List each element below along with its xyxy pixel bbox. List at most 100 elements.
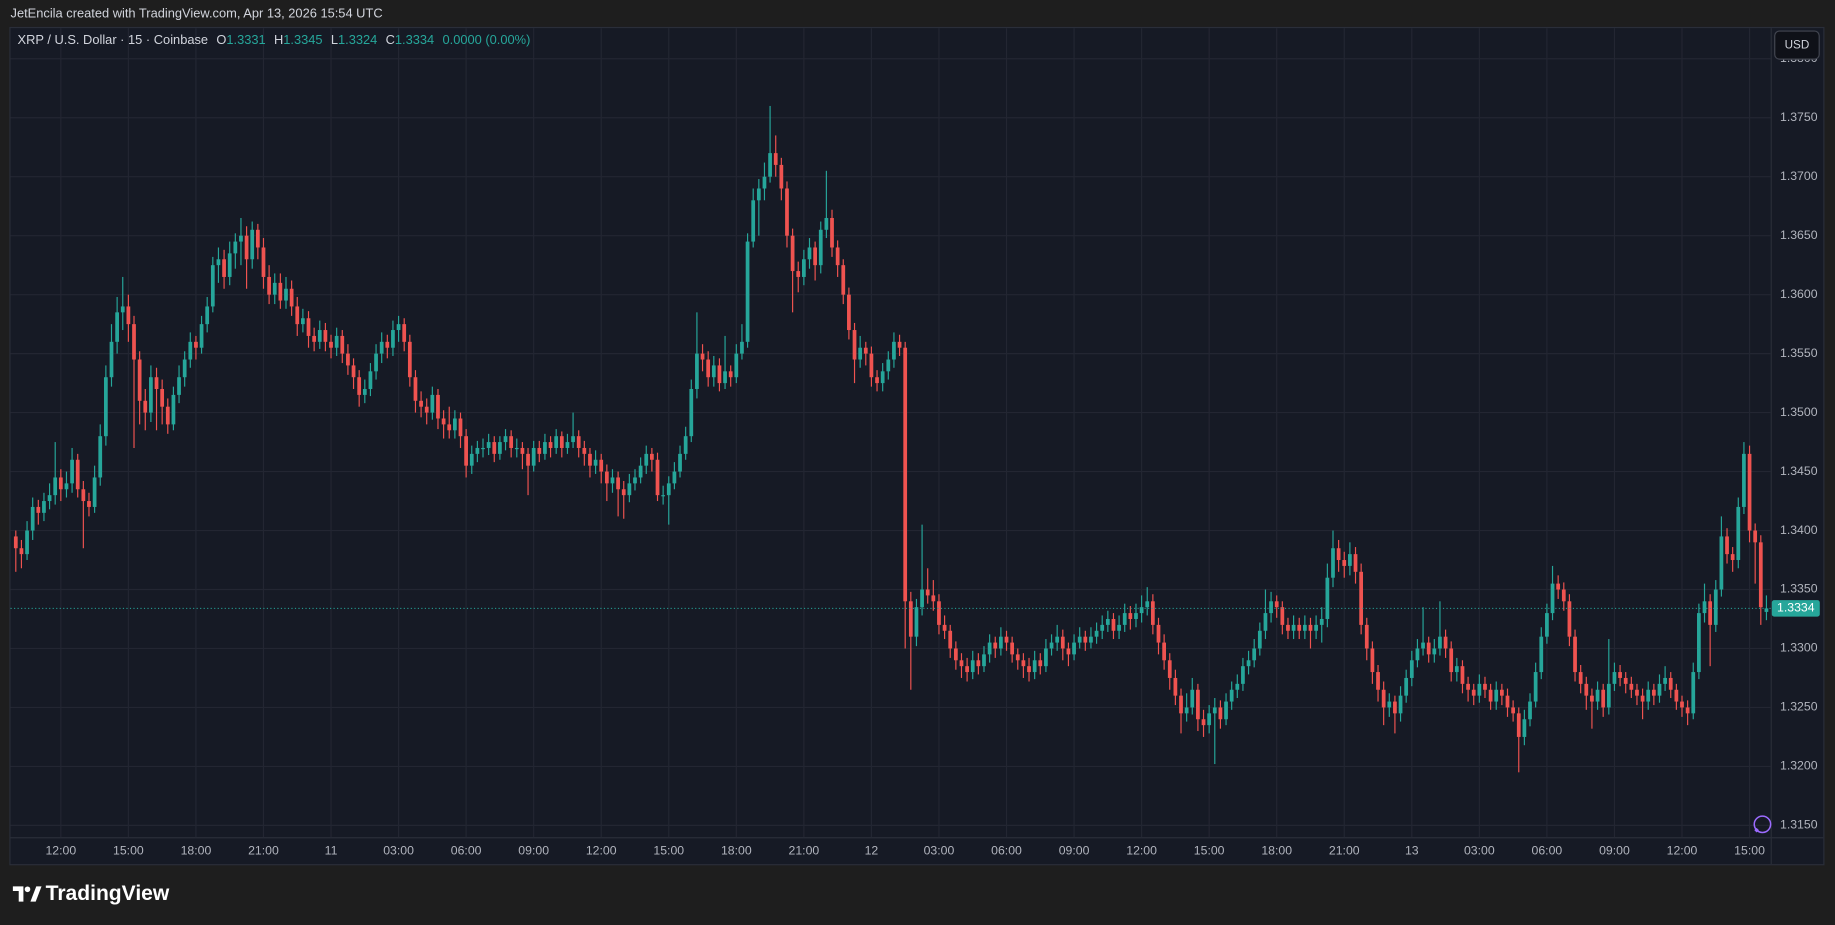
candle-body bbox=[1438, 636, 1442, 649]
candle-body bbox=[503, 436, 508, 443]
candle-body bbox=[863, 347, 868, 354]
candle-body bbox=[1049, 642, 1054, 649]
candle-body bbox=[1145, 601, 1150, 608]
candle-body bbox=[554, 436, 559, 448]
candle-body bbox=[1297, 624, 1302, 631]
candle-body bbox=[1764, 608, 1769, 612]
candle-body bbox=[239, 235, 243, 242]
candle-body bbox=[756, 188, 761, 201]
candle-body bbox=[1415, 648, 1420, 661]
candle-body bbox=[289, 288, 294, 307]
candle-body bbox=[683, 436, 688, 454]
x-tick-label: 15:00 bbox=[1734, 843, 1765, 857]
candle-body bbox=[604, 471, 609, 484]
candle-body bbox=[1207, 713, 1212, 726]
candle-body bbox=[1471, 689, 1476, 696]
candle-body bbox=[1150, 601, 1155, 625]
candle-body bbox=[1201, 719, 1206, 726]
x-tick-label: 12 bbox=[865, 843, 879, 857]
candle-body bbox=[1719, 536, 1724, 590]
y-tick-label: 1.3250 bbox=[1780, 700, 1818, 714]
candle-body bbox=[1060, 636, 1065, 649]
candle-body bbox=[999, 636, 1003, 649]
x-tick-label: 12:00 bbox=[45, 843, 76, 857]
candle-body bbox=[1319, 618, 1324, 625]
candle-body bbox=[1072, 642, 1076, 655]
candle-body bbox=[1325, 577, 1330, 619]
candle-body bbox=[1680, 701, 1684, 708]
x-tick-label: 03:00 bbox=[1464, 843, 1495, 857]
candle-body bbox=[1499, 689, 1504, 696]
candle-body bbox=[109, 341, 114, 378]
candle-body bbox=[1134, 613, 1138, 619]
candle-body bbox=[396, 324, 401, 331]
x-tick-label: 03:00 bbox=[383, 843, 414, 857]
candle-body bbox=[1663, 677, 1667, 684]
candle-body bbox=[1736, 506, 1741, 561]
candle-body bbox=[1077, 636, 1082, 643]
candle-body bbox=[1308, 624, 1313, 631]
assistant-icon-spark[interactable] bbox=[1754, 827, 1759, 833]
candle-body bbox=[1432, 648, 1437, 655]
candle-body bbox=[1646, 689, 1651, 702]
currency-button[interactable]: USD bbox=[1774, 30, 1820, 60]
assistant-icon[interactable] bbox=[1753, 815, 1772, 834]
candle-body bbox=[1713, 589, 1718, 625]
candle-body bbox=[1730, 554, 1735, 561]
chart-pane bbox=[9, 26, 1825, 866]
x-tick-label: 18:00 bbox=[181, 843, 212, 857]
footer-logo: TradingView bbox=[12, 882, 170, 905]
legend-o-label: O bbox=[216, 32, 226, 47]
grid bbox=[10, 28, 1771, 838]
candle-body bbox=[661, 495, 666, 497]
currency-button-box[interactable] bbox=[1774, 30, 1820, 60]
candle-body bbox=[492, 442, 497, 454]
candle-body bbox=[143, 400, 148, 413]
x-tick-label: 21:00 bbox=[1329, 843, 1360, 857]
candle-body bbox=[58, 477, 63, 490]
candle-body bbox=[75, 459, 80, 490]
candle-body bbox=[284, 288, 288, 301]
candle-body bbox=[1556, 583, 1561, 590]
y-tick-label: 1.3600 bbox=[1780, 287, 1818, 301]
candle-body bbox=[1443, 636, 1448, 649]
y-tick-label: 1.3300 bbox=[1780, 641, 1818, 655]
candle-body bbox=[1573, 636, 1577, 673]
candle-body bbox=[13, 536, 18, 549]
candle-body bbox=[1162, 642, 1166, 661]
y-tick-label: 1.3200 bbox=[1780, 759, 1818, 773]
candle-body bbox=[171, 394, 176, 425]
candle-body bbox=[458, 418, 463, 437]
candle-body bbox=[801, 259, 806, 277]
candle-body bbox=[53, 477, 58, 496]
candle-body bbox=[1302, 624, 1307, 631]
candle-body bbox=[880, 371, 885, 384]
candle-body bbox=[886, 359, 891, 372]
candle-body bbox=[1725, 536, 1729, 555]
candle-body bbox=[1032, 660, 1037, 673]
candle-body bbox=[199, 324, 204, 348]
candle-body bbox=[47, 495, 52, 502]
candle-body bbox=[1010, 642, 1015, 655]
candle-body bbox=[317, 330, 322, 342]
candle-body bbox=[1044, 648, 1048, 667]
currency-button-label[interactable]: USD bbox=[1785, 39, 1810, 52]
candle-body bbox=[188, 341, 193, 360]
x-tick-label: 06:00 bbox=[1532, 843, 1563, 857]
candle-body bbox=[1027, 666, 1031, 673]
candle-body bbox=[920, 589, 924, 608]
candle-body bbox=[1584, 683, 1589, 696]
x-tick-label: 21:00 bbox=[248, 843, 279, 857]
candle-body bbox=[858, 347, 863, 360]
candle-body bbox=[1229, 689, 1234, 702]
y-tick-label: 1.3550 bbox=[1780, 346, 1818, 360]
candle-body bbox=[36, 506, 41, 513]
candle-body bbox=[42, 501, 46, 513]
assistant-icon-ring[interactable] bbox=[1753, 815, 1772, 834]
legend-change: 0.0000 (0.00%) bbox=[442, 32, 530, 47]
candle-body bbox=[875, 377, 879, 384]
candle-body bbox=[261, 247, 266, 277]
candle-body bbox=[852, 330, 857, 360]
